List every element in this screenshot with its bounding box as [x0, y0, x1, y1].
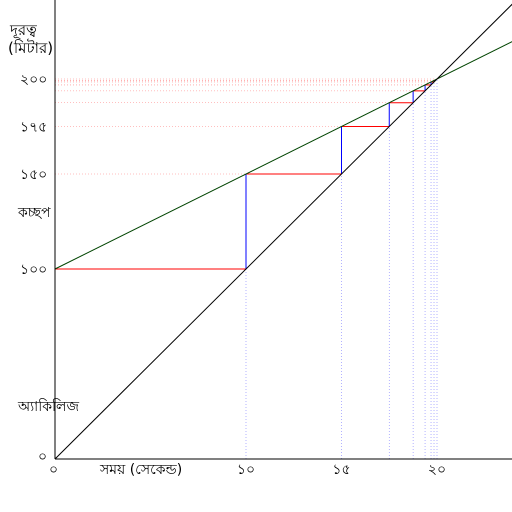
- series-lines: [54, 3, 512, 460]
- x-tick-label: ২০: [428, 462, 446, 478]
- axes: [54, 0, 512, 460]
- axis-labels: দূরত্ব (মিটার) সময় (সেকেন্ড): [8, 21, 182, 478]
- series-label-1: কচ্ছপ: [17, 205, 51, 221]
- series-label-2: অ্যাকিলিজ: [17, 398, 79, 415]
- x-tick-label: ১৫: [332, 462, 350, 478]
- x-axis-label: সময় (সেকেন্ড): [99, 462, 182, 478]
- y-tick-label: ১৫০: [20, 167, 47, 183]
- series-labels: কচ্ছপ অ্যাকিলিজ: [17, 205, 79, 415]
- x-tick-label: ০: [49, 462, 58, 478]
- y-tick-label: ০: [38, 449, 47, 465]
- series-line-2: [54, 3, 512, 460]
- y-axis-label-line1: দূরত্ব: [9, 21, 37, 40]
- y-axis-label-line2: (মিটার): [8, 39, 53, 57]
- x-tick-label: ১০: [237, 462, 255, 478]
- series-line-1: [54, 41, 512, 270]
- y-tick-label: ১০০: [20, 262, 47, 278]
- y-tick-label: ২০০: [20, 72, 47, 88]
- y-tick-label: ১৭৫: [20, 120, 47, 136]
